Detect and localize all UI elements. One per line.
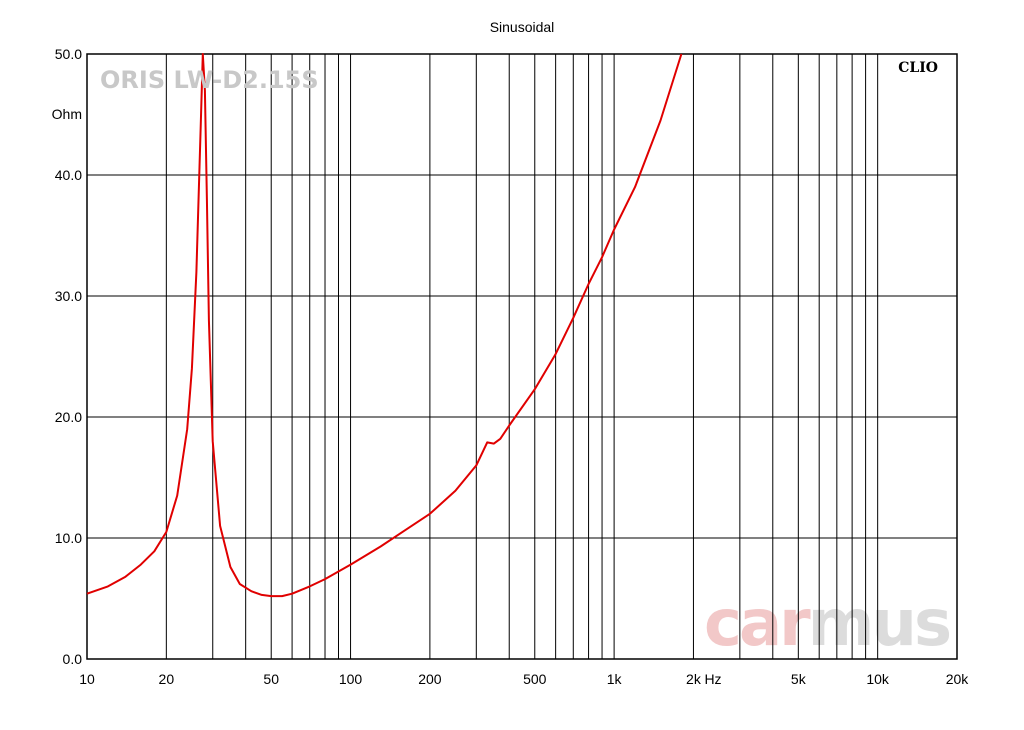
y-axis-ticks: 0.0 10.0 20.0 30.0 40.0 50.0: [55, 46, 82, 667]
grid: [87, 54, 957, 659]
chart-title: Sinusoidal: [490, 19, 555, 35]
y-tick-label: 40.0: [55, 167, 82, 183]
model-label: ORIS LW-D2.15S: [100, 66, 319, 94]
x-tick-label: 10: [79, 671, 95, 687]
x-tick-label: 1k: [607, 671, 623, 687]
clio-logo: CLIO: [898, 60, 938, 76]
impedance-curve: [86, 53, 683, 598]
x-tick-label: 20: [159, 671, 175, 687]
x-axis-unit-label: Hz: [704, 671, 721, 687]
x-tick-label: 5k: [791, 671, 807, 687]
svg-text:carmus: carmus: [704, 587, 950, 661]
x-tick-label: 10k: [866, 671, 890, 687]
watermark: carmus: [704, 587, 953, 661]
x-tick-label: 500: [523, 671, 547, 687]
plot-frame: [86, 53, 958, 660]
x-tick-label: 100: [339, 671, 363, 687]
y-tick-label: 10.0: [55, 530, 82, 546]
y-tick-label: 50.0: [55, 46, 82, 62]
watermark-part2: mus: [808, 587, 950, 661]
x-tick-label: 20k: [946, 671, 970, 687]
x-tick-label: 2k: [686, 671, 702, 687]
y-tick-label: 0.0: [63, 651, 83, 667]
y-tick-label: 20.0: [55, 409, 82, 425]
y-axis-unit-label: Ohm: [52, 106, 82, 122]
watermark-part1: car: [704, 587, 811, 661]
x-tick-label: 50: [263, 671, 279, 687]
y-tick-label: 30.0: [55, 288, 82, 304]
x-tick-label: 200: [418, 671, 442, 687]
x-axis-ticks: 10 20 50 100 200 500 1k 2k 5k 10k 20k: [79, 671, 969, 687]
impedance-series-line: [86, 53, 683, 598]
